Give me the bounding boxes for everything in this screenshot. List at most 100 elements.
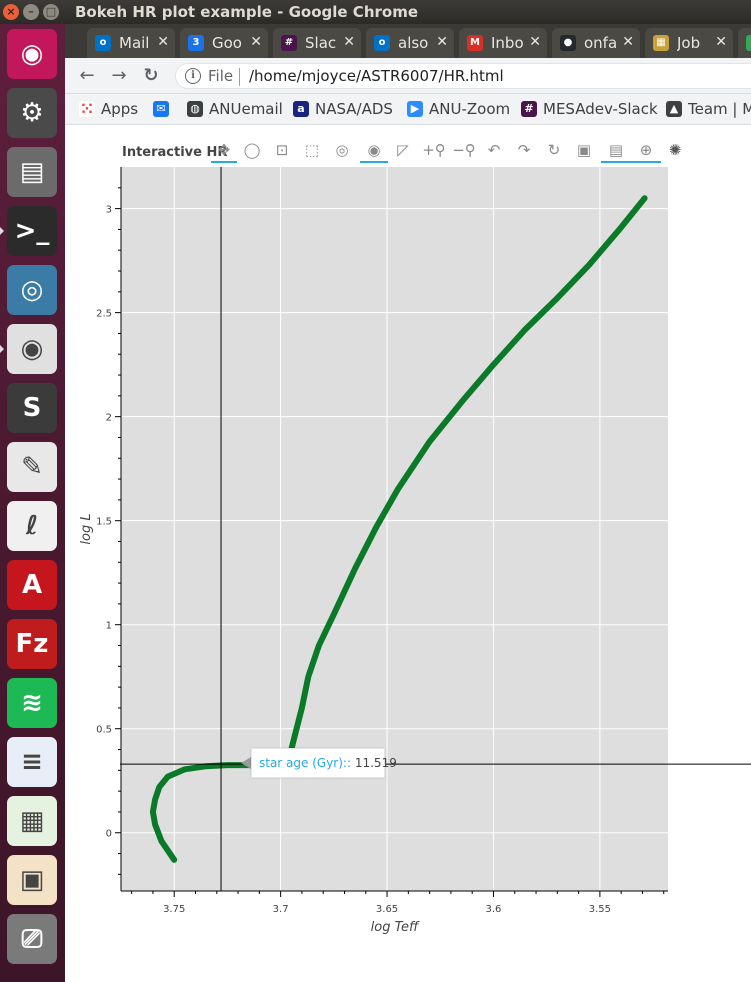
y-axis-label: log L [79, 513, 94, 544]
reset-icon: ↻ [547, 141, 561, 159]
scheme-label: File [208, 67, 234, 85]
browser-tab[interactable]: M Inbo ✕ [459, 28, 547, 58]
files-icon[interactable]: ▤ [7, 147, 57, 197]
tab-close-icon[interactable]: ✕ [622, 34, 634, 50]
browser-tab[interactable]: o Mail ✕ [87, 28, 175, 58]
anuemail-bookmark[interactable]: ◍ ANUemail [187, 99, 283, 119]
anu-zoom-bookmark-icon: ▶ [407, 101, 423, 117]
reset-tool[interactable]: ↻ [542, 137, 566, 163]
sublime-text-icon[interactable]: S [7, 383, 57, 433]
tab-close-icon[interactable]: ✕ [157, 34, 169, 50]
box-zoom-tool[interactable]: ⊡ [270, 137, 294, 163]
tab-close-icon[interactable]: ✕ [436, 34, 448, 50]
address-toolbar: ← → ↻ i File /home/mjoyce/ASTR6007/HR.ht… [65, 58, 751, 94]
usb-creator-icon[interactable]: ⎚ [7, 914, 57, 964]
tab-close-icon[interactable]: ✕ [715, 34, 727, 50]
pan-tool[interactable]: ✥ [211, 137, 237, 163]
hover-tool[interactable]: ▤ [601, 137, 631, 163]
poly-select-tool[interactable]: ◸ [391, 137, 415, 163]
system-settings-icon[interactable]: ⚙ [7, 88, 57, 138]
omnibox-separator [239, 68, 240, 86]
y-tick-label: 2.5 [96, 309, 112, 320]
tab-title: Slac [305, 34, 337, 52]
hr-diagram[interactable]: 3.75 3.7 3.65 3.6 3.55 0 0.5 1 1.5 2 2.5 3 log Teff l… [65, 160, 751, 960]
undo-tool[interactable]: ↶ [482, 137, 506, 163]
tab-favicon-icon: M [467, 35, 483, 51]
zoom-in-tool[interactable]: ◎ [330, 137, 354, 163]
team-bookmark-icon: ▲ [666, 101, 682, 117]
reader-icon-glyph: ℓ [25, 511, 39, 541]
url-text[interactable]: /home/mjoyce/ASTR6007/HR.html [249, 67, 504, 85]
writer-icon[interactable]: ≡ [7, 737, 57, 787]
y-tick-label: 3 [106, 205, 112, 216]
apps-bookmark[interactable]: ⁙ Apps [79, 99, 138, 119]
save-tool[interactable]: ▣ [572, 137, 596, 163]
crosshair-tool[interactable]: ⊕ [631, 137, 661, 163]
zoom-out-icon: −⚲ [452, 141, 476, 159]
latex-editor-icon-glyph: ✎ [21, 452, 43, 482]
messenger-bookmark[interactable]: ✉ [153, 99, 175, 119]
box-zoom-icon: ⊡ [275, 141, 289, 159]
chrome-icon[interactable]: ◉ [7, 324, 57, 374]
omnibox[interactable]: i File /home/mjoyce/ASTR6007/HR.html [175, 63, 751, 89]
ubuntu-dash-icon[interactable]: ◉ [7, 29, 57, 79]
acrobat-icon[interactable]: A [7, 560, 57, 610]
forward-arrow-icon: → [111, 65, 127, 86]
tab-close-icon[interactable]: ✕ [250, 34, 262, 50]
browser-tab[interactable]: # Slac ✕ [273, 28, 361, 58]
bokeh-logo[interactable]: ✺ [663, 137, 687, 163]
usb-creator-icon-glyph: ⎚ [21, 923, 43, 954]
forward-button[interactable]: → [107, 64, 131, 88]
window-close-button[interactable]: × [3, 4, 19, 20]
anu-zoom-bookmark[interactable]: ▶ ANU-Zoom [407, 99, 510, 119]
filezilla-icon-glyph: Fz [15, 629, 49, 659]
latex-editor-icon[interactable]: ✎ [7, 442, 57, 492]
window-minimize-button[interactable]: – [23, 4, 39, 20]
tab-close-icon[interactable]: ✕ [529, 34, 541, 50]
lasso-select-tool[interactable]: ◯ [240, 137, 264, 163]
y-tick-label: 1.5 [96, 517, 112, 528]
running-indicator [0, 345, 4, 353]
team-bookmark[interactable]: ▲ Team | M [666, 99, 751, 119]
undo-icon: ↶ [487, 141, 501, 159]
browser-tab[interactable]: ▦ Job ✕ [645, 28, 733, 58]
wheel-zoom-tool[interactable]: ◉ [360, 137, 388, 163]
mesadev-slack-bookmark[interactable]: # MESAdev-Slack [521, 99, 658, 119]
x-axis-label: log Teff [371, 920, 420, 935]
tab-title: Inbo [491, 34, 524, 52]
redo-tool[interactable]: ↷ [512, 137, 536, 163]
bookmark-label: Apps [101, 100, 139, 118]
x-tick-label: 3.75 [163, 904, 185, 915]
network-icon-glyph: ◎ [20, 275, 44, 305]
apps-bookmark-icon: ⁙ [79, 99, 95, 118]
sublime-text-icon-glyph: S [22, 393, 42, 423]
back-button[interactable]: ← [75, 64, 99, 88]
window-maximize-button[interactable]: □ [43, 4, 59, 20]
tab-favicon-icon: ● [560, 35, 576, 51]
tab-strip: o Mail ✕ 3 Goo ✕ # Slac ✕ o also ✕ M Inbo ✕ ● onfa ✕ ▦ Job ✕… [65, 24, 751, 58]
browser-tab[interactable]: o also ✕ [366, 28, 454, 58]
calc-icon[interactable]: ▦ [7, 796, 57, 846]
browser-tab[interactable]: ✓ [738, 28, 751, 58]
filezilla-icon[interactable]: Fz [7, 619, 57, 669]
back-arrow-icon: ← [79, 65, 95, 86]
spotify-icon[interactable]: ≋ [7, 678, 57, 728]
files-icon-glyph: ▤ [19, 157, 45, 187]
browser-tab[interactable]: ● onfa ✕ [552, 28, 640, 58]
tab-favicon-icon: ✓ [746, 35, 751, 51]
zoom-in-button[interactable]: +⚲ [422, 137, 446, 163]
nasa-ads-bookmark[interactable]: a NASA/ADS [293, 99, 393, 119]
site-info-icon[interactable]: i [185, 68, 201, 84]
terminal-icon[interactable]: >_ [7, 206, 57, 256]
network-icon[interactable]: ◎ [7, 265, 57, 315]
zoom-out-button[interactable]: −⚲ [452, 137, 476, 163]
impress-icon[interactable]: ▣ [7, 855, 57, 905]
reload-button[interactable]: ↻ [139, 64, 163, 88]
window-title-bar: × – □ Bokeh HR plot example - Google Chr… [0, 0, 751, 24]
tab-favicon-icon: 3 [188, 35, 204, 51]
box-select-tool[interactable]: ⬚ [300, 137, 324, 163]
reader-icon[interactable]: ℓ [7, 501, 57, 551]
tab-close-icon[interactable]: ✕ [343, 34, 355, 50]
browser-tab[interactable]: 3 Goo ✕ [180, 28, 268, 58]
